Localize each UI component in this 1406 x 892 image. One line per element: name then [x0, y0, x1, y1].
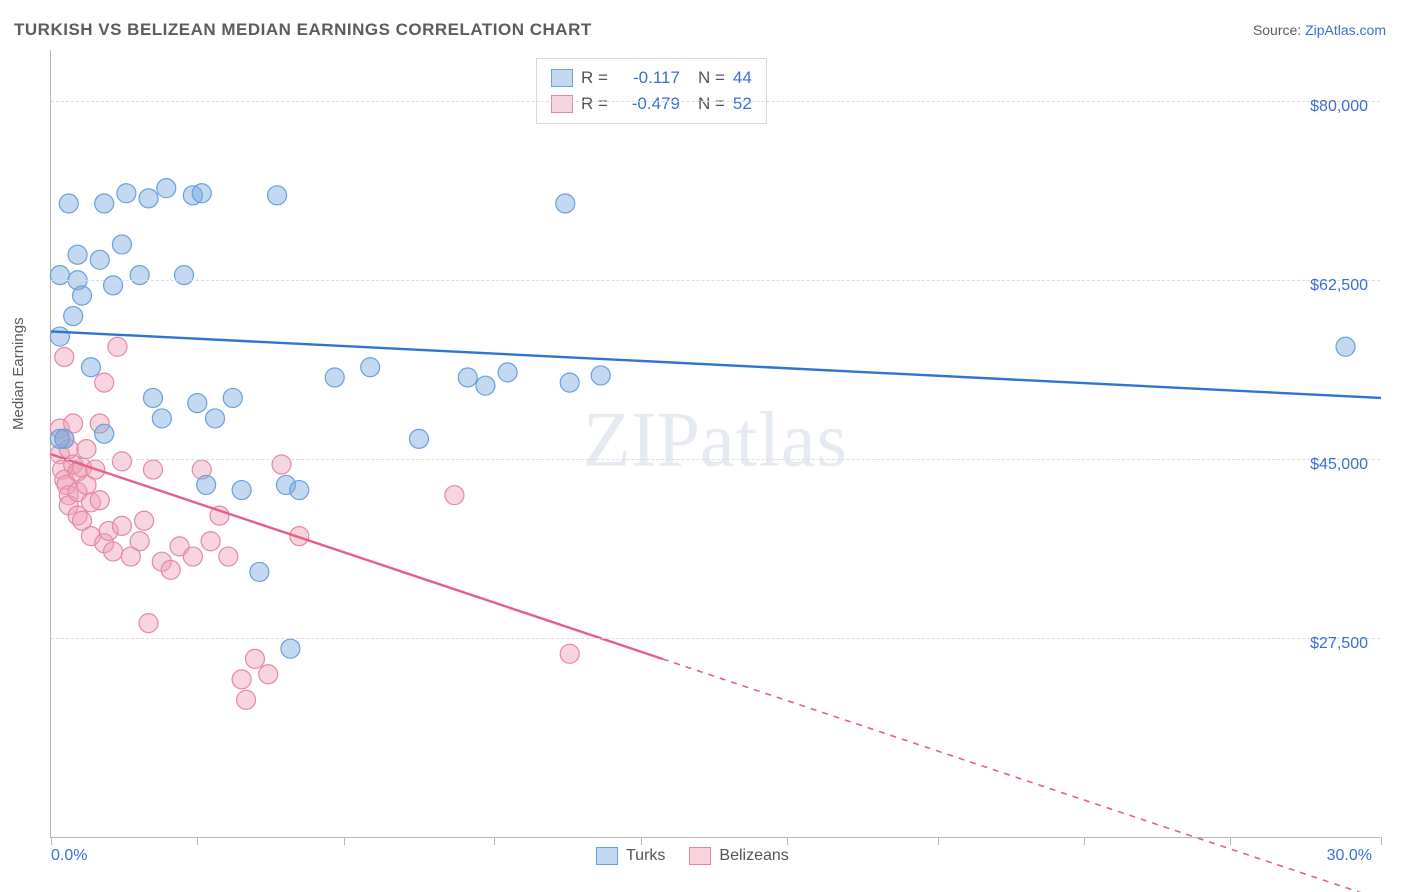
- belizeans-point: [104, 542, 123, 561]
- turks-point: [281, 639, 300, 658]
- y-tick-label: $45,000: [1310, 456, 1368, 474]
- turks-point: [556, 194, 575, 213]
- source-attribution: Source: ZipAtlas.com: [1253, 22, 1386, 38]
- turks-point: [157, 179, 176, 198]
- chart-root: TURKISH VS BELIZEAN MEDIAN EARNINGS CORR…: [0, 0, 1406, 892]
- belizeans-point: [183, 547, 202, 566]
- turks-point: [117, 184, 136, 203]
- belizeans-point: [245, 649, 264, 668]
- turks-point: [152, 409, 171, 428]
- belizeans-point: [201, 532, 220, 551]
- turks-point: [223, 388, 242, 407]
- turks-point: [139, 189, 158, 208]
- belizeans-point: [139, 614, 158, 633]
- belizeans-point: [445, 486, 464, 505]
- legend-item-turks[interactable]: Turks: [596, 847, 665, 865]
- turks-point: [250, 562, 269, 581]
- chart-title: TURKISH VS BELIZEAN MEDIAN EARNINGS CORR…: [14, 20, 592, 40]
- turks-point: [192, 184, 211, 203]
- y-tick-label: $80,000: [1310, 98, 1368, 116]
- turks-point: [50, 429, 69, 448]
- belizeans-point: [259, 665, 278, 684]
- belizeans-point: [143, 460, 162, 479]
- turks-point: [361, 358, 380, 377]
- turks-point: [95, 424, 114, 443]
- turks-point: [50, 327, 69, 346]
- turks-point: [197, 475, 216, 494]
- turks-point: [268, 186, 287, 205]
- turks-point: [290, 481, 309, 500]
- x-tick: [1230, 837, 1231, 845]
- belizeans-point: [130, 532, 149, 551]
- belizeans-point: [237, 690, 256, 709]
- turks-point: [104, 276, 123, 295]
- x-tick: [51, 837, 52, 845]
- turks-point: [81, 358, 100, 377]
- turks-point: [232, 481, 251, 500]
- turks-point: [409, 429, 428, 448]
- turks-point: [175, 266, 194, 285]
- gridline: [51, 638, 1380, 639]
- x-tick-label: 30.0%: [1327, 847, 1372, 865]
- turks-point: [591, 366, 610, 385]
- x-tick: [494, 837, 495, 845]
- y-axis-label: Median Earnings: [10, 317, 27, 430]
- belizeans-point: [135, 511, 154, 530]
- turks-trendline: [51, 331, 1381, 398]
- belizeans-point: [272, 455, 291, 474]
- turks-point: [95, 194, 114, 213]
- turks-point: [498, 363, 517, 382]
- source-prefix: Source:: [1253, 22, 1305, 38]
- legend-label: Turks: [626, 847, 665, 865]
- belizeans-point: [112, 452, 131, 471]
- belizeans-point: [560, 644, 579, 663]
- turks-point: [188, 394, 207, 413]
- belizeans-point: [161, 560, 180, 579]
- y-tick-label: $62,500: [1310, 277, 1368, 295]
- source-link[interactable]: ZipAtlas.com: [1305, 22, 1386, 38]
- turks-point: [130, 266, 149, 285]
- turks-point: [206, 409, 225, 428]
- turks-point: [90, 250, 109, 269]
- turks-point: [1336, 337, 1355, 356]
- turks-point: [112, 235, 131, 254]
- turks-point: [325, 368, 344, 387]
- x-tick-label: 0.0%: [51, 847, 87, 865]
- turks-point: [476, 376, 495, 395]
- belizeans-point: [77, 440, 96, 459]
- turks-point: [59, 194, 78, 213]
- x-tick: [938, 837, 939, 845]
- belizeans-point: [55, 348, 74, 367]
- x-tick: [787, 837, 788, 845]
- gridline: [51, 101, 1380, 102]
- series-legend: Turks Belizeans: [596, 847, 789, 865]
- turks-point: [64, 307, 83, 326]
- x-tick: [641, 837, 642, 845]
- gridline: [51, 280, 1380, 281]
- legend-swatch: [689, 847, 711, 865]
- gridline: [51, 459, 1380, 460]
- belizeans-point: [95, 373, 114, 392]
- belizeans-point: [90, 491, 109, 510]
- turks-point: [50, 266, 69, 285]
- x-tick: [1381, 837, 1382, 845]
- y-tick-label: $27,500: [1310, 635, 1368, 653]
- legend-item-belizeans[interactable]: Belizeans: [689, 847, 788, 865]
- turks-point: [458, 368, 477, 387]
- x-tick: [1084, 837, 1085, 845]
- turks-point: [560, 373, 579, 392]
- legend-swatch: [596, 847, 618, 865]
- turks-point: [68, 245, 87, 264]
- x-tick: [197, 837, 198, 845]
- legend-label: Belizeans: [719, 847, 788, 865]
- belizeans-point: [108, 337, 127, 356]
- x-tick: [344, 837, 345, 845]
- turks-point: [143, 388, 162, 407]
- belizeans-point: [112, 516, 131, 535]
- plot-area: ZIPatlas R =-0.117N =44R =-0.479N =52 Tu…: [50, 50, 1380, 838]
- scatter-svg: [51, 50, 1381, 838]
- belizeans-point: [219, 547, 238, 566]
- belizeans-point: [232, 670, 251, 689]
- turks-point: [73, 286, 92, 305]
